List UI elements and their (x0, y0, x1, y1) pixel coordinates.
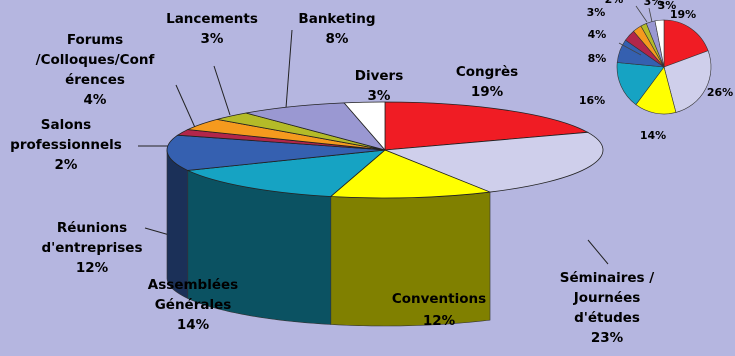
small-pie-label-3: 16% (579, 94, 605, 107)
label-congres-line: Congrès (456, 64, 518, 80)
label-congres: Congrès 19% (456, 64, 518, 100)
pie-slice-banketing (245, 102, 387, 151)
label-conventions-line: Conventions (392, 291, 486, 307)
label-forums-line: Forums (67, 32, 123, 48)
pie-slice-reunions-d-entreprises (166, 134, 386, 171)
pie-slice-congres (384, 101, 590, 151)
label-seminaires: Séminaires / Journées d'études 23% (560, 270, 654, 346)
label-salons-line: professionnels (10, 137, 122, 153)
label-lancements: Lancements 3% (166, 11, 258, 47)
leader-lines (138, 29, 609, 265)
label-divers: Divers 3% (355, 68, 403, 104)
label-salons: Salons professionnels 2% (10, 117, 122, 173)
main-pie-labels: Congrès 19% Séminaires / Journées d'études 23… (10, 11, 654, 346)
label-divers-line: 3% (368, 88, 391, 104)
label-salons-line: 2% (55, 157, 78, 173)
leader-line-forums (175, 84, 198, 133)
small-pie-label-7: 2% (605, 0, 624, 6)
leader-line-seminaires (587, 239, 609, 265)
label-assemblees: Assemblées Générales 14% (148, 277, 238, 333)
label-banketing: Banketing 8% (298, 11, 375, 47)
label-forums-line: 4% (84, 92, 107, 108)
label-reunions-line: 12% (76, 260, 109, 276)
label-seminaires-line: d'études (574, 310, 640, 326)
leader-line-banketing (285, 29, 293, 109)
small-pie-slice-9 (654, 19, 665, 68)
label-forums-line: érences (65, 72, 125, 88)
pie-slice-seminaires-journees-d-etudes (384, 131, 604, 193)
label-congres-line: 19% (471, 84, 504, 100)
small-leader-line-1 (618, 42, 642, 56)
label-seminaires-line: Séminaires / (560, 270, 654, 286)
label-reunions-line: d'entreprises (41, 240, 142, 256)
label-reunions: Réunions d'entreprises 12% (41, 220, 142, 276)
label-conventions-line: 12% (423, 313, 456, 329)
label-banketing-line: Banketing (298, 11, 375, 27)
label-assemblees-line: 14% (177, 317, 210, 333)
small-pie-label-8: 3% (658, 0, 677, 12)
pie-slice-assemblees-generales (186, 149, 387, 197)
small-pie-labels: 19%26%14%16%8%4%3%2%3%3% (579, 0, 733, 142)
small-pie-label-2: 14% (640, 129, 666, 142)
small-pie (616, 5, 712, 115)
label-salons-line: Salons (41, 117, 91, 133)
label-assemblees-line: Générales (155, 297, 232, 313)
label-lancements-line: 3% (201, 31, 224, 47)
leader-line-lancements (213, 65, 231, 116)
label-seminaires-line: Journées (573, 290, 641, 306)
small-pie-label-4: 8% (588, 52, 607, 65)
small-pie-label-9: 3% (644, 0, 663, 8)
pie-top-faces (166, 101, 604, 199)
small-pie-slice-1 (663, 50, 712, 113)
pie-slice-conventions (329, 149, 491, 199)
small-pie-slice-0 (663, 19, 709, 68)
small-pie-label-6: 3% (587, 6, 606, 19)
small-pie-slice-3 (616, 62, 665, 106)
pie-side-walls (166, 149, 491, 327)
label-conventions: Conventions 12% (392, 291, 486, 329)
main-pie-3d (166, 101, 604, 327)
label-banketing-line: 8% (326, 31, 349, 47)
label-lancements-line: Lancements (166, 11, 258, 27)
small-pie-label-5: 4% (588, 28, 607, 41)
label-seminaires-line: 23% (591, 330, 624, 346)
label-reunions-line: Réunions (57, 220, 127, 236)
label-assemblees-line: Assemblées (148, 277, 238, 293)
label-divers-line: Divers (355, 68, 403, 84)
label-forums: Forums/Colloques/Conf érences 4% (36, 32, 155, 108)
small-leader-line-2 (635, 5, 648, 23)
small-pie-label-0: 19% (670, 8, 696, 21)
small-leader-line-0 (648, 7, 653, 23)
pie-slice-divers (343, 101, 386, 152)
small-pie-label-1: 26% (707, 86, 733, 99)
label-forums-line: /Colloques/Conf (36, 52, 155, 68)
